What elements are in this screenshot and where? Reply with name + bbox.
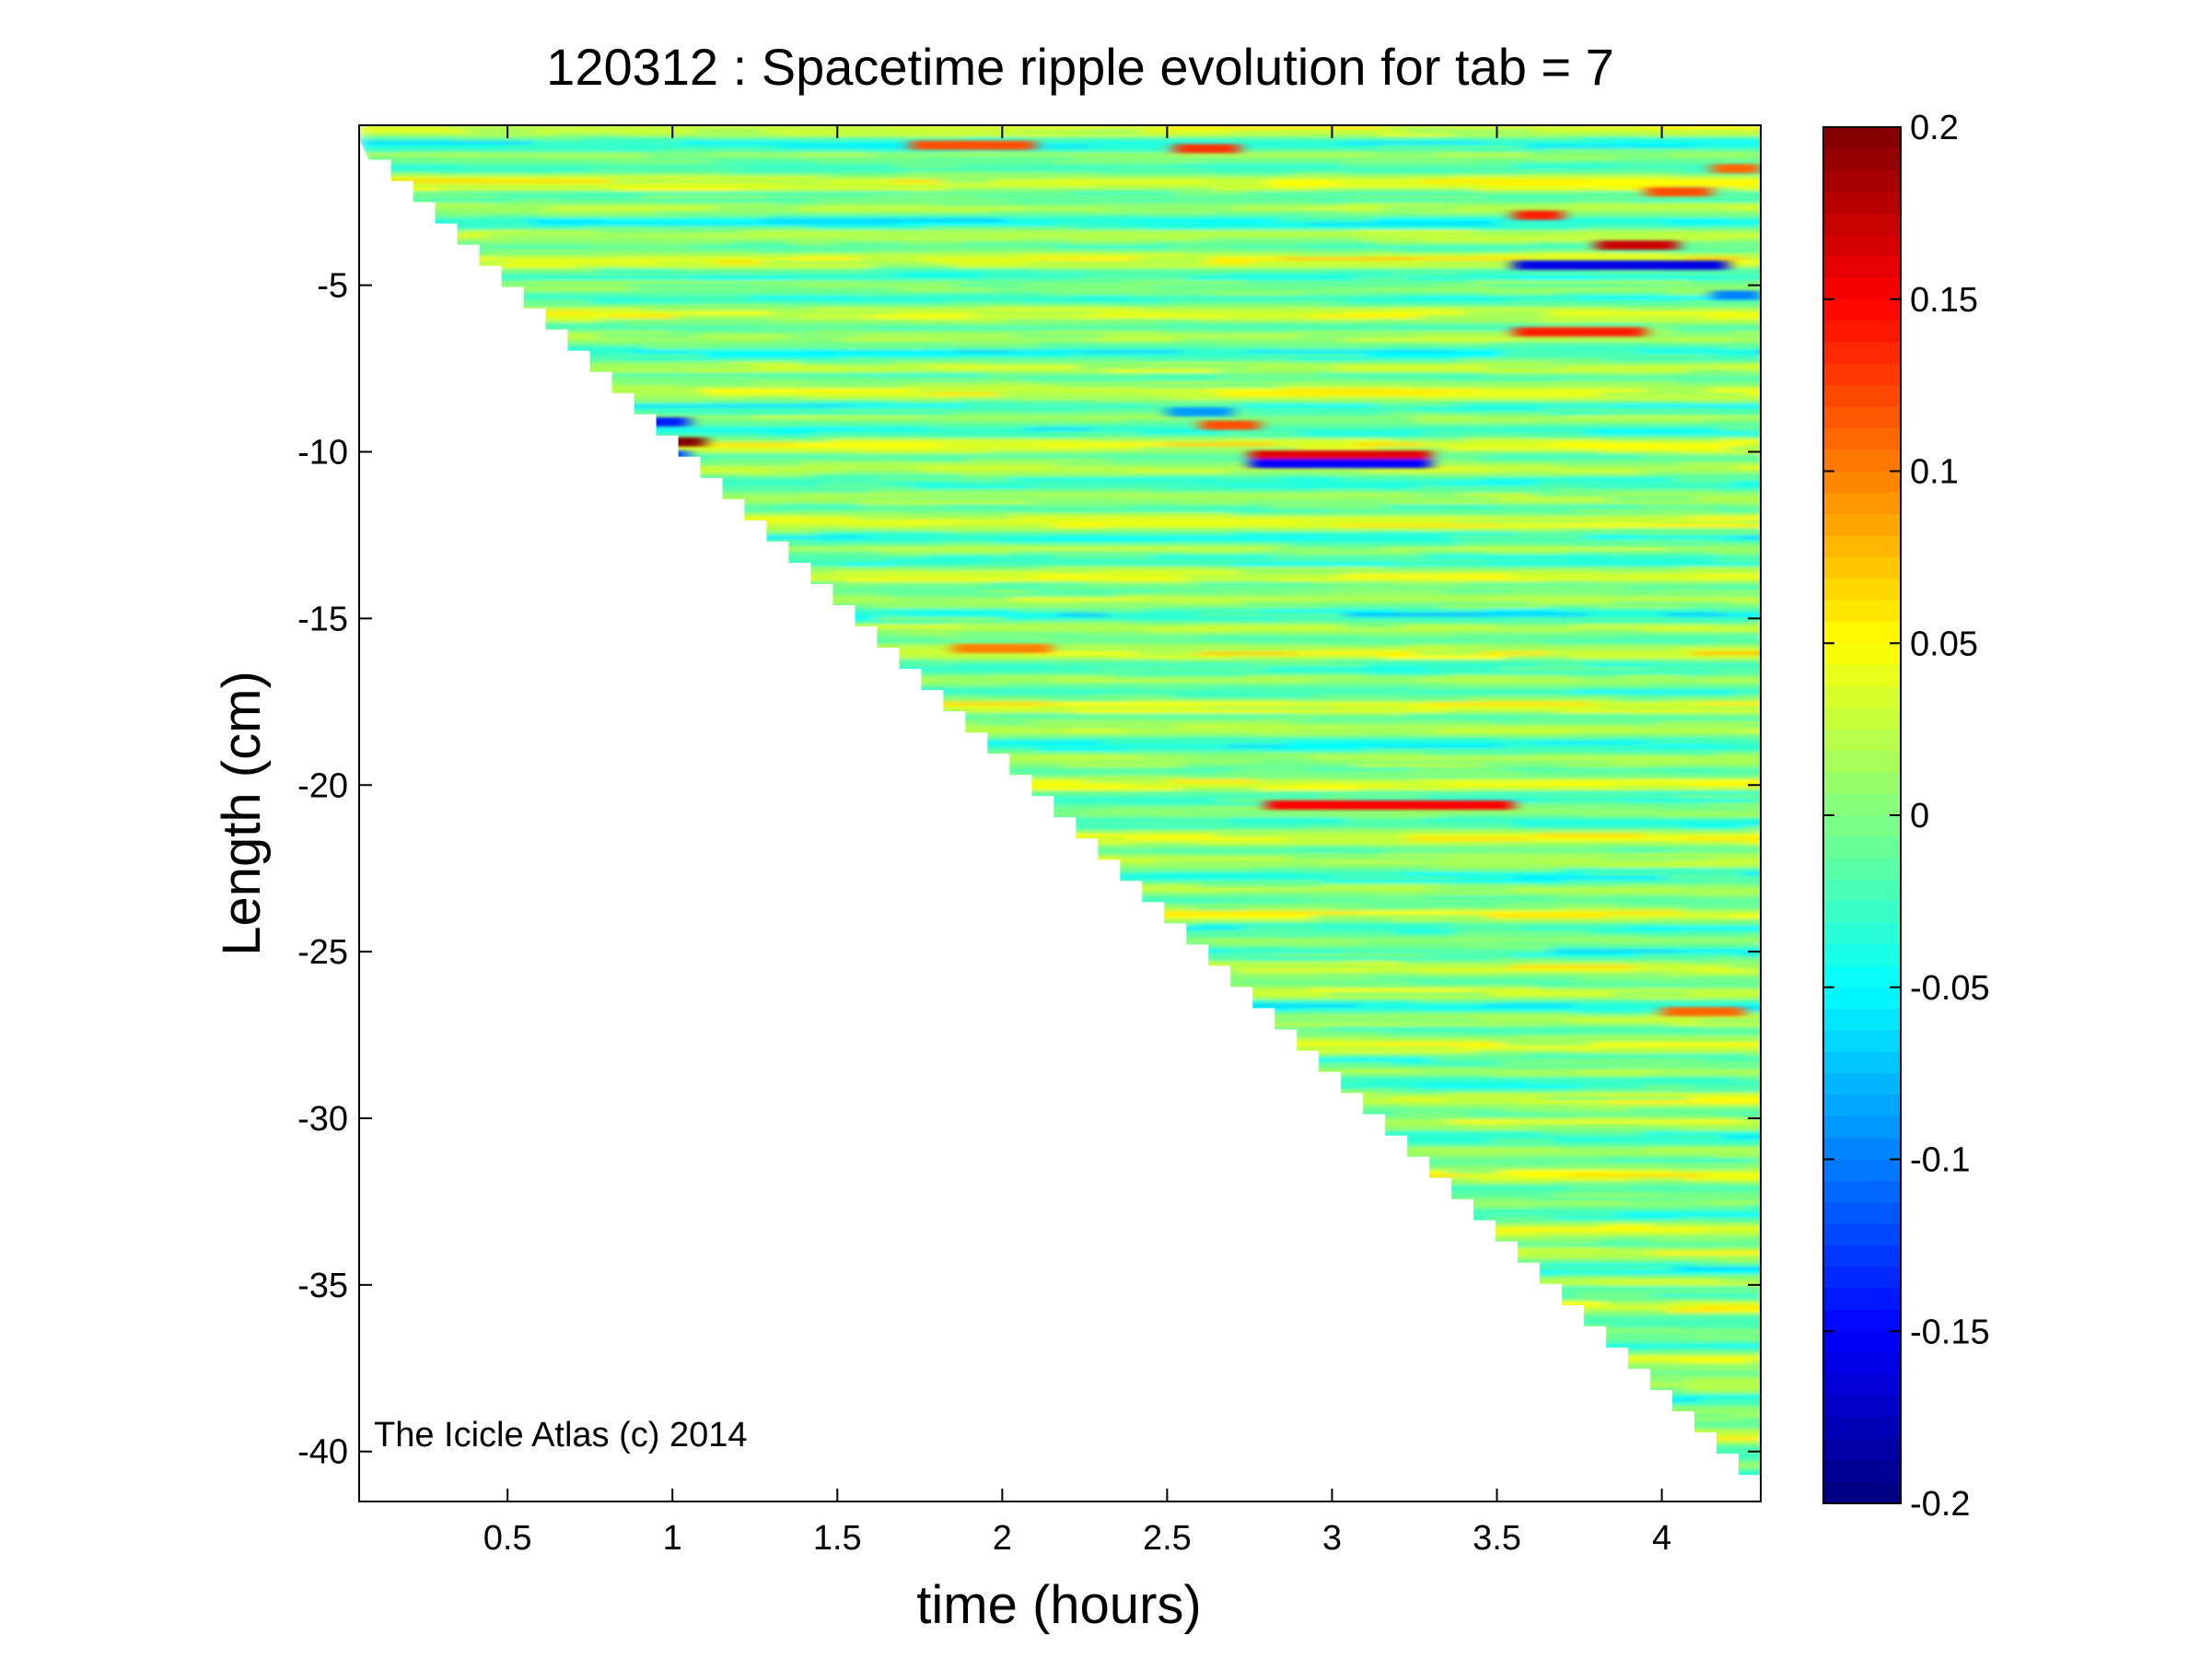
colorbar-tick-label: -0.05	[1910, 969, 1990, 1008]
x-tick-label: 3	[1322, 1519, 1342, 1558]
unsampled-region	[359, 138, 1761, 1501]
y-tick-label: -25	[297, 933, 348, 972]
colorbar-tick-label: 0.2	[1910, 109, 1959, 147]
colorbar-tick-label: -0.15	[1910, 1313, 1990, 1351]
colorbar-tick-label: 0	[1910, 797, 1929, 835]
heatmap-feature	[1249, 450, 1431, 461]
heatmap-feature	[1513, 327, 1646, 337]
y-axis: -5 -10 -15 -20 -25 -30 -35 -40	[297, 267, 1761, 1472]
x-tick-label: 0.5	[483, 1519, 532, 1558]
heatmap-feature	[1200, 420, 1260, 430]
colorbar: 0.2 0.15 0.1 0.05 0 -0.05 -0.1 -0.15 -0.2	[1822, 109, 1990, 1524]
watermark-text: The Icicle Atlas (c) 2014	[374, 1416, 748, 1455]
colorbar-tick-label: 0.15	[1910, 281, 1978, 320]
heatmap-feature	[1513, 260, 1729, 270]
heatmap-feature	[1661, 1007, 1745, 1017]
heatmap-feature	[633, 417, 690, 426]
chart-title: 120312 : Spacetime ripple evolution for …	[546, 38, 1614, 96]
y-tick-label: -5	[317, 267, 348, 306]
heatmap-feature	[1645, 187, 1712, 197]
plot-frame	[358, 124, 1762, 1502]
x-tick-label: 2.5	[1143, 1519, 1192, 1558]
y-tick-label: -30	[297, 1100, 348, 1139]
y-tick-label: -10	[297, 434, 348, 473]
x-tick-label: 1	[663, 1519, 682, 1558]
y-tick-label: -40	[297, 1433, 348, 1472]
x-tick-label: 1.5	[813, 1519, 862, 1558]
colorbar-tick-label: 0.1	[1910, 453, 1959, 492]
colorbar-tick-label: -0.2	[1910, 1485, 1970, 1524]
heatmap-feature	[1711, 290, 1761, 300]
heatmap-feature	[1595, 240, 1679, 251]
x-tick-label: 4	[1652, 1519, 1671, 1558]
heatmap-feature	[1513, 210, 1564, 220]
x-axis-label: time (hours)	[916, 1575, 1201, 1635]
heatmap-feature	[952, 643, 1052, 653]
heatmap-feature	[1167, 407, 1233, 417]
heatmap-feature	[1173, 144, 1240, 154]
heatmap-feature	[1265, 800, 1514, 810]
x-axis: 0.5 1 1.5 2 2.5 3 3.5 4	[483, 125, 1671, 1558]
heatmap	[359, 125, 1761, 1501]
y-tick-label: -15	[297, 600, 348, 638]
y-tick-label: -35	[297, 1267, 348, 1305]
x-tick-label: 3.5	[1473, 1519, 1521, 1558]
heatmap-feature	[1711, 164, 1761, 173]
x-tick-label: 2	[993, 1519, 1012, 1558]
heatmap-feature	[1249, 459, 1431, 469]
colorbar-tick-label: -0.1	[1910, 1141, 1970, 1180]
y-axis-label: Length (cm)	[212, 671, 272, 955]
y-tick-label: -20	[297, 766, 348, 805]
colorbar-tick-label: 0.05	[1910, 625, 1978, 663]
heatmap-feature	[910, 140, 1036, 150]
